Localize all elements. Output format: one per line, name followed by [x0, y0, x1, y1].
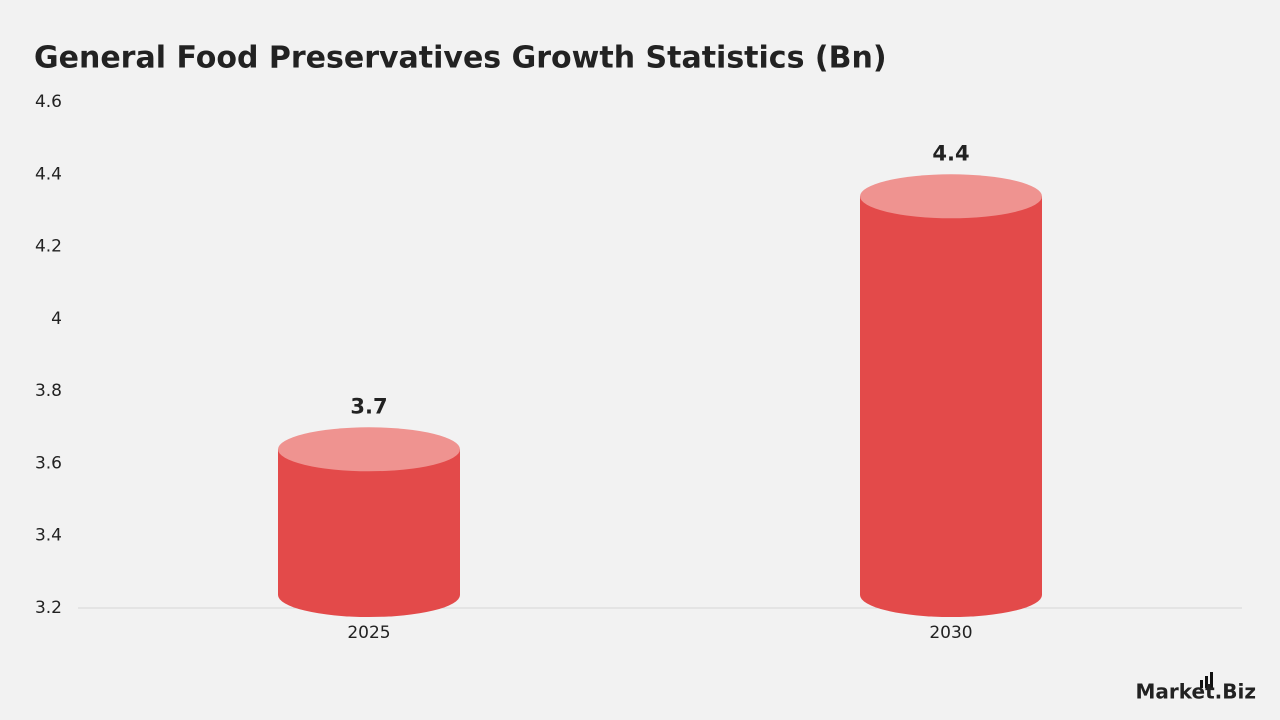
y-tick-label: 4.6	[35, 92, 62, 112]
value-label: 4.4	[932, 141, 969, 165]
y-tick-label: 3.8	[35, 381, 62, 401]
y-tick-label: 4.2	[35, 237, 62, 257]
chart-title: General Food Preservatives Growth Statis…	[34, 41, 887, 76]
logo-bar	[1200, 680, 1203, 688]
x-tick-label: 2025	[347, 623, 390, 643]
y-tick-label: 4	[51, 309, 62, 329]
logo-bar	[1205, 676, 1208, 688]
y-tick-label: 3.6	[35, 453, 62, 473]
bar	[278, 449, 460, 617]
bar	[860, 196, 1042, 618]
y-tick-label: 3.2	[35, 598, 62, 618]
watermark: Market.Biz	[1136, 680, 1257, 704]
logo-bar	[1210, 672, 1213, 688]
bar-top	[860, 174, 1042, 219]
x-tick-label: 2030	[929, 623, 972, 643]
value-label: 3.7	[350, 394, 387, 418]
watermark-logo: Market.Biz	[1136, 672, 1257, 704]
y-tick-label: 4.4	[35, 164, 62, 184]
y-tick-label: 3.4	[35, 526, 62, 546]
bar-top	[278, 427, 460, 472]
